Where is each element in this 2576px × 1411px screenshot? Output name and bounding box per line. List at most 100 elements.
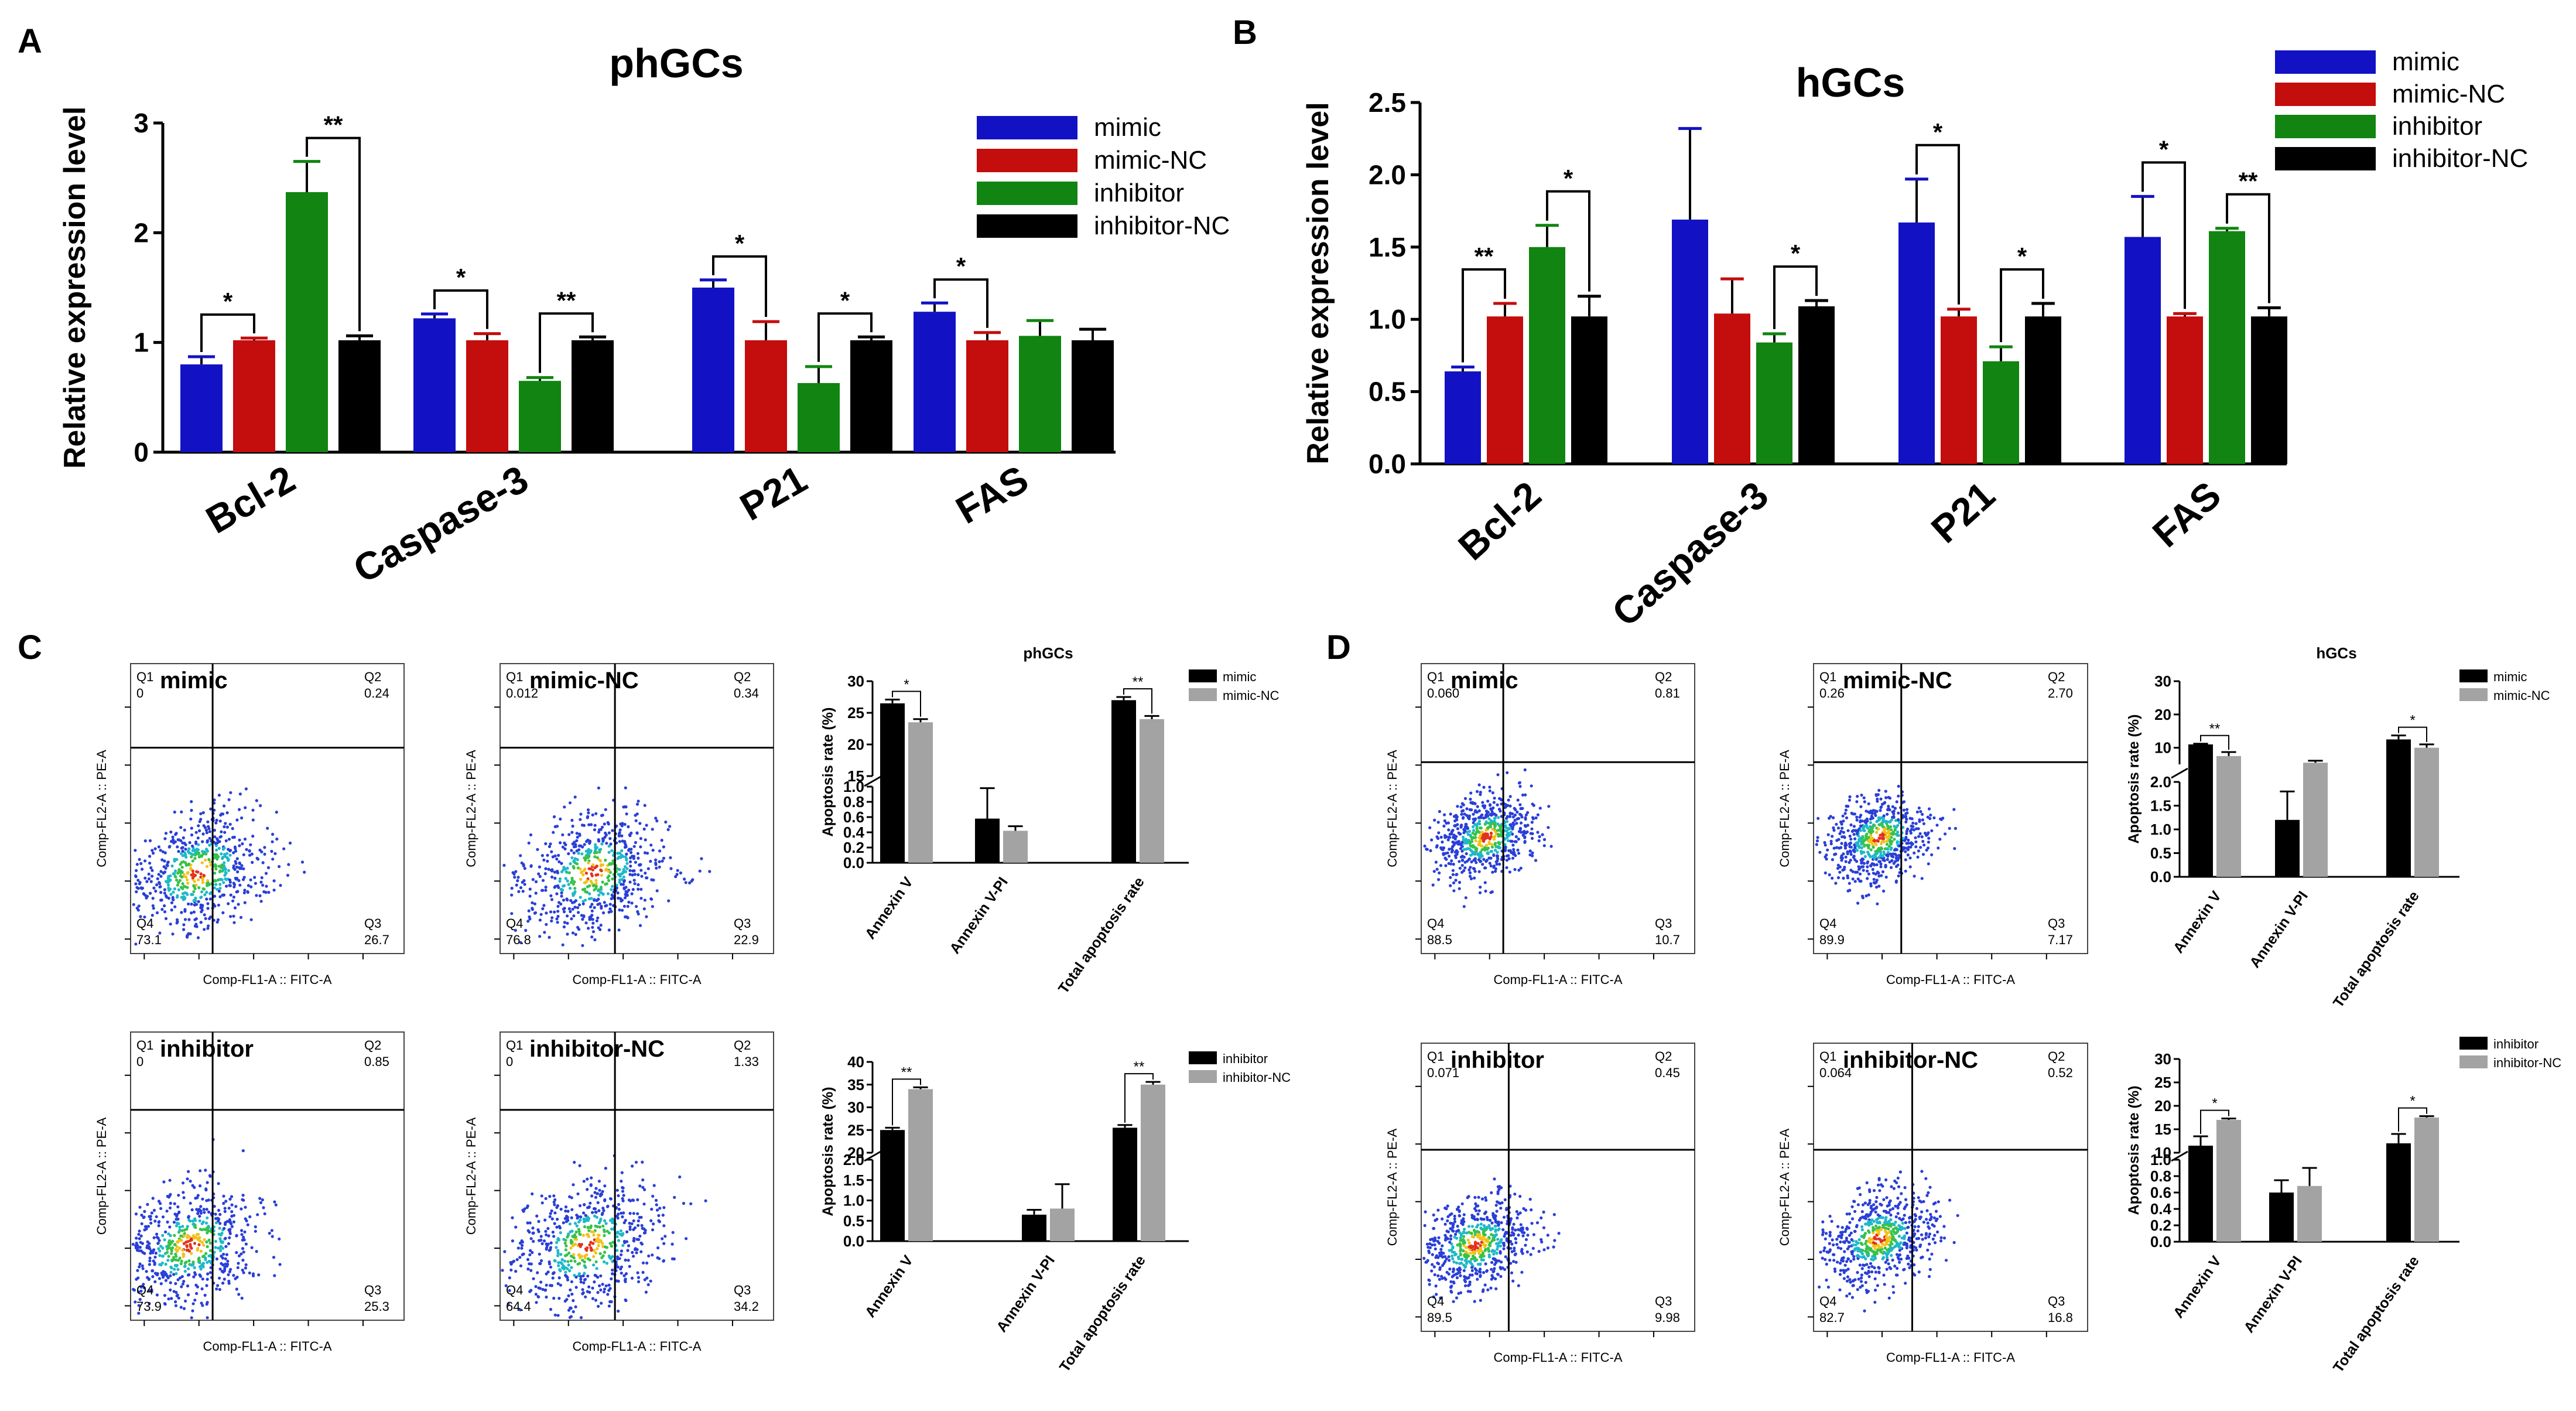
flow-point [1839,846,1843,849]
flow-point [562,898,566,902]
flow-point [1856,849,1859,852]
flow-point [1881,837,1885,841]
flow-point [163,910,167,914]
flow-x-axis-label: Comp-FL1-A :: FITC-A [1493,972,1622,987]
flow-point [632,1255,635,1258]
flow-point [186,849,190,853]
flow-point [663,1235,667,1238]
flow-point [549,1307,553,1311]
flow-point [557,1264,560,1267]
flow-point [514,928,517,932]
flow-point [157,873,160,876]
flow-point [1448,848,1451,851]
flow-point [610,1300,613,1304]
flow-point [1463,866,1467,870]
flow-point [1511,815,1515,819]
flow-point [228,878,232,882]
flow-point [187,1170,190,1173]
flow-point [1872,1231,1875,1235]
flow-point [1863,800,1866,804]
flow-point [1467,839,1470,842]
flow-point [1534,859,1538,862]
flow-point [1889,842,1893,846]
flow-point [261,883,265,887]
flow-point [248,853,252,857]
flow-point [586,852,590,856]
flow-point [208,1249,213,1252]
flow-point [639,869,643,872]
flow-point [628,869,632,872]
flow-point [556,921,559,924]
flow-point [191,1260,195,1264]
flow-point [586,808,590,812]
flow-point [1488,862,1491,865]
flow-point [598,1188,601,1192]
flow-point [610,849,614,852]
flow-point [574,932,577,936]
flow-point [241,1149,245,1153]
flow-point [1459,1274,1462,1277]
flow-point [1904,1221,1907,1224]
flow-point [526,1258,530,1261]
flow-point [1884,820,1887,824]
flow-point [572,1310,575,1314]
flow-point [1436,1261,1439,1265]
flow-point [628,880,632,884]
flow-point [173,1243,177,1246]
flow-point [1848,842,1851,846]
flow-point [599,1274,603,1277]
flow-point [628,1221,631,1225]
flow-point [574,1286,578,1289]
flow-point [557,853,560,857]
flow-point [255,894,258,897]
flow-point [159,874,163,878]
flow-point [566,1235,569,1239]
flow-point [624,855,627,859]
flow-point [1450,1242,1453,1246]
flow-point [632,1219,635,1222]
flow-point [607,845,611,848]
flow-point [594,1251,598,1255]
flow-point [180,875,184,879]
flow-point [544,867,548,870]
flow-point [520,1246,524,1250]
flow-point [1452,1300,1455,1303]
quadrant-q3-value: 22.9 [734,932,759,947]
flow-point [518,1256,522,1259]
flow-point [1447,828,1451,832]
flow-point [543,1289,547,1292]
bar [850,340,892,452]
flow-point [169,1281,172,1284]
flow-point [1861,1203,1865,1207]
flow-point [1516,848,1520,852]
flow-point [583,1272,586,1275]
flow-point [190,1208,194,1212]
flow-point [146,1240,149,1243]
flow-point [186,872,189,875]
flow-point [570,917,573,921]
flow-point [216,918,220,921]
flow-point [1860,819,1864,823]
flow-point [632,1239,635,1242]
flow-point [1850,1205,1854,1208]
flow-point [553,1203,556,1207]
flow-point [1477,1249,1480,1253]
flow-point [187,1259,191,1263]
flow-point [1470,1232,1473,1235]
flow-point [180,810,183,814]
flow-point [1422,1256,1426,1260]
flow-point [214,883,218,886]
flow-point [594,1299,598,1302]
flow-point [1505,1237,1508,1241]
flow-point [1471,845,1475,849]
y-tick-label: 2 [134,217,149,248]
flow-point [650,878,654,882]
flow-point [626,916,630,920]
flow-point [587,855,591,859]
flow-point [203,1211,206,1214]
flow-point [159,1263,163,1267]
flow-point [1513,814,1517,817]
flow-point [639,1250,643,1253]
flow-point [187,902,190,906]
flow-point [509,1268,513,1272]
